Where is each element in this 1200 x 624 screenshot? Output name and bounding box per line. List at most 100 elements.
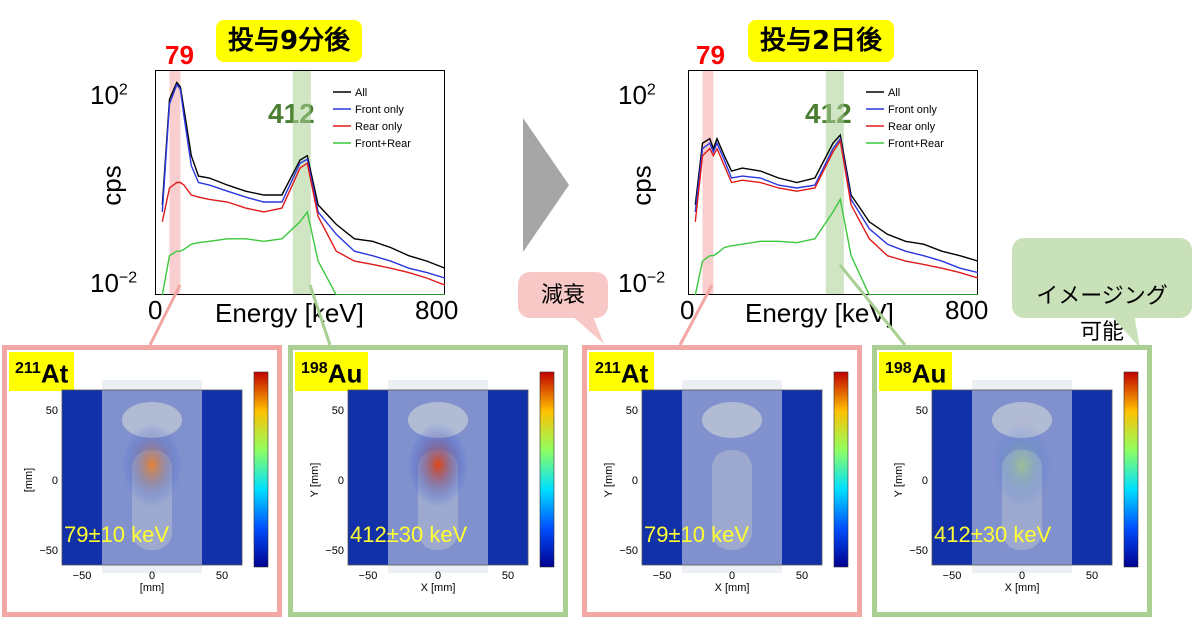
x-axis-label-1: X [mm] [421, 582, 456, 594]
plot-frame-left [155, 70, 445, 295]
x-tick-1-2: 50 [502, 570, 514, 582]
y-tick-2-1: 0 [632, 475, 638, 487]
legend-label-2-left: Rear only [355, 121, 403, 133]
colorbar-0 [253, 371, 269, 568]
legend-label-2-right: Rear only [888, 121, 936, 133]
plot-frame-3 [931, 389, 1113, 566]
image-plot-1: −50 0 50 50 0 −50 X [mm] Y [mm] 412±30 keV [309, 371, 555, 594]
isotope-tag-0: 211At [9, 352, 75, 391]
y-axis-label-left: cps [96, 165, 127, 206]
image-plot-3: −50 0 50 50 0 −50 X [mm] Y [mm] 412±30 keV [893, 371, 1139, 594]
y-tick-0-0: 50 [46, 405, 58, 417]
spectrum-chart-left: All Front only Rear only Front+Rear [155, 70, 445, 295]
callout-imaging-pointer [1110, 314, 1140, 348]
isotope-mass-2: 211 [595, 360, 621, 377]
x-axis-label-0: [mm] [140, 582, 164, 594]
image-plot-2: −50 0 50 50 0 −50 X [mm] Y [mm] 79±10 keV [603, 371, 849, 594]
callout-decay-text: 減衰 [540, 282, 585, 307]
plot-frame-0 [61, 389, 243, 566]
y-tick-0-2: −50 [39, 545, 58, 557]
series-line-1-left [161, 83, 445, 279]
colorbar-2 [833, 371, 849, 568]
legend-label-0-right: All [888, 87, 900, 99]
x-tick-3-2: 50 [1086, 570, 1098, 582]
band-412-right [825, 70, 844, 295]
energy-label-3: 412±30 keV [934, 522, 1052, 547]
y-axis-label-2: Y [mm] [603, 463, 615, 498]
mouse-body-2 [712, 450, 752, 550]
y-tick-0-1: 0 [52, 475, 58, 487]
arrow-right-icon [523, 118, 569, 252]
series-line-1-right [694, 136, 978, 274]
x-tick-0-2: 50 [216, 570, 228, 582]
plot-frame-1 [347, 389, 529, 566]
mouse-head-2 [702, 402, 762, 438]
isotope-symbol-3: Au [911, 358, 947, 389]
callout-decay: 減衰 [518, 272, 608, 318]
colorbar-3 [1123, 371, 1139, 568]
isotope-mass-3: 198 [885, 360, 912, 377]
energy-label-0: 79±10 keV [64, 522, 169, 547]
y-tick-1-2: −50 [325, 545, 344, 557]
legend-label-0-left: All [355, 87, 367, 99]
energy-label-2: 79±10 keV [644, 522, 749, 547]
legend-label-1-right: Front only [888, 104, 937, 116]
y-axis-label-1: Y [mm] [309, 463, 321, 498]
isotope-symbol-1: Au [327, 358, 363, 389]
callout-decay-pointer [570, 314, 604, 344]
x-tick-1-1: 0 [435, 570, 441, 582]
peak-label-79-right: 79 [696, 40, 725, 70]
isotope-tag-3: 198Au [879, 352, 953, 391]
isotope-tag-1: 198Au [295, 352, 369, 391]
y-tick-3-1: 0 [922, 475, 928, 487]
hotspot-1 [408, 423, 468, 507]
y-tick-top-left: 102 [90, 80, 128, 110]
band-412-left [292, 70, 311, 295]
x-tick-2-0: −50 [653, 570, 672, 582]
y-axis-label-3: Y [mm] [893, 463, 905, 498]
series-line-2-right [694, 139, 978, 279]
plot-frame-2 [641, 389, 823, 566]
x-tick-3-1: 0 [1019, 570, 1025, 582]
y-tick-3-2: −50 [909, 545, 928, 557]
image-plot-0: −50 0 50 50 0 −50 [mm] [mm] 79±10 keV [23, 371, 269, 594]
x-axis-label-2: X [mm] [715, 582, 750, 594]
peak-label-79-left: 79 [165, 40, 194, 70]
y-tick-3-0: 50 [916, 405, 928, 417]
y-tick-1-0: 50 [332, 405, 344, 417]
x-tick-2-2: 50 [796, 570, 808, 582]
x-axis-label-left: Energy [keV] [215, 298, 364, 328]
legend-label-1-left: Front only [355, 104, 404, 116]
energy-label-1: 412±30 keV [350, 522, 468, 547]
series-line-3-left [161, 210, 445, 295]
image-panel-2: 211At −50 0 50 50 0 −50 X [mm] Y [mm] 79±10 keV [582, 345, 862, 617]
spectrum-chart-right: All Front only Rear only Front+Rear [688, 70, 978, 295]
x-tick-0-0: −50 [73, 570, 92, 582]
isotope-mass-0: 211 [15, 360, 41, 377]
x-axis-label-3: X [mm] [1005, 582, 1040, 594]
y-tick-bottom-right: 10−2 [618, 268, 666, 298]
time-label-right: 投与2日後 [748, 20, 895, 62]
legend-label-3-left: Front+Rear [355, 138, 411, 150]
series-line-0-right [694, 133, 978, 262]
y-tick-1-1: 0 [338, 475, 344, 487]
band-79-right [702, 70, 714, 295]
y-tick-top-right: 102 [618, 80, 656, 110]
y-axis-label-right: cps [626, 165, 657, 206]
colorbar-1 [539, 371, 555, 568]
isotope-mass-1: 198 [301, 360, 328, 377]
image-panel-3: 198Au −50 0 50 50 0 −50 X [mm] Y [mm] 412±30 keV [872, 345, 1152, 617]
band-79-left [169, 70, 181, 295]
y-tick-2-2: −50 [619, 545, 638, 557]
x-tick-800-right: 800 [945, 295, 989, 325]
x-tick-2-1: 0 [729, 570, 735, 582]
plot-frame-right [688, 70, 978, 295]
series-line-3-right [694, 197, 978, 295]
image-panel-1: 198Au −50 0 50 50 0 −50 X [mm] Y [mm] 412±30 keV [288, 345, 568, 617]
isotope-symbol-0: At [40, 358, 69, 389]
callout-imaging-text: イメージング 可能 [1036, 283, 1168, 344]
series-line-2-left [161, 162, 445, 286]
x-tick-0-left: 0 [148, 295, 163, 325]
x-tick-0-right: 0 [680, 295, 695, 325]
y-tick-2-0: 50 [626, 405, 638, 417]
